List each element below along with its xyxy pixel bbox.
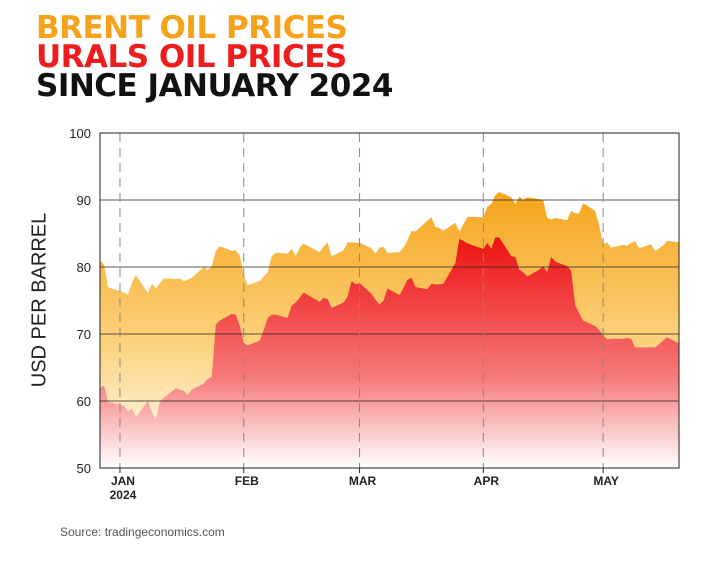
title-block: BRENT OIL PRICES URALS OIL PRICES SINCE … <box>36 10 393 104</box>
source-note: Source: tradingeconomics.com <box>60 525 225 539</box>
y-tick-100: 100 <box>69 126 91 141</box>
y-tick-90: 90 <box>77 193 91 208</box>
x-tick-sub-jan: 2024 <box>110 488 137 502</box>
x-tick-may: MAY <box>593 474 619 488</box>
x-tick-apr: APR <box>474 474 500 488</box>
title-brent: BRENT OIL PRICES <box>36 10 348 46</box>
y-tick-70: 70 <box>77 327 91 342</box>
urals-area <box>100 237 679 468</box>
title-since: SINCE JANUARY 2024 <box>36 68 393 104</box>
x-tick-jan: JAN <box>111 474 135 488</box>
y-tick-60: 60 <box>77 394 91 409</box>
y-tick-50: 50 <box>77 461 91 476</box>
x-tick-feb: FEB <box>235 474 259 488</box>
y-tick-80: 80 <box>77 260 91 275</box>
x-tick-mar: MAR <box>349 474 377 488</box>
title-urals: URALS OIL PRICES <box>36 39 347 75</box>
plot-frame <box>99 132 680 469</box>
